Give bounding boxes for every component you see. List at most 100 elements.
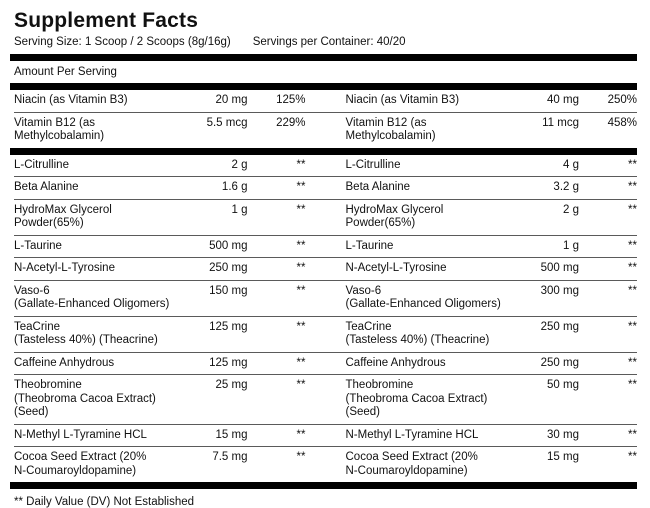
row-right-half: Theobromine (Theobroma Cacoa Extract) (Se… (346, 375, 638, 424)
table-row: Beta Alanine 1.6 g ** Beta Alanine 3.2 g… (14, 176, 637, 199)
thick-divider-bar-top (10, 54, 637, 61)
ingredient-name-line1: Niacin (as Vitamin B3) (345, 94, 460, 106)
ingredient-daily-value: ** (296, 262, 306, 274)
ingredient-name-line1: L-Taurine (345, 239, 394, 252)
servings-per-container-text: Servings per Container: 40/20 (252, 36, 406, 48)
ingredient-name: L-Citrulline (14, 159, 186, 173)
thick-divider-bar-middle (10, 147, 637, 155)
ingredient-name-line1: Cocoa Seed Extract (20% (14, 451, 147, 463)
vitamin-rows-group: Niacin (as Vitamin B3) 20 mg 125% Niacin… (14, 90, 637, 148)
ingredient-amount: 15 mg (215, 428, 248, 441)
ingredient-amount: 1 g (563, 239, 579, 252)
row-left-half: Vitamin B12 (as Methylcobalamin) 5.5 mcg… (14, 113, 306, 148)
ingredient-name: N-Methyl L-Tyramine HCL (346, 429, 518, 443)
row-left-half: Theobromine (Theobroma Cacoa Extract) (Se… (14, 375, 306, 424)
ingredient-name: Caffeine Anhydrous (346, 357, 518, 371)
ingredient-amount: 125 mg (209, 356, 248, 369)
serving-info: Serving Size: 1 Scoop / 2 Scoops (8g/16g… (14, 36, 637, 48)
ingredient-daily-value: 458% (607, 116, 637, 129)
ingredient-name-line1: HydroMax Glycerol Powder(65%) (345, 203, 444, 230)
ingredient-name-line1: Vitamin B12 (as Methylcobalamin) (345, 116, 436, 143)
row-right-half: L-Citrulline 4 g ** (346, 155, 638, 177)
ingredient-name: Cocoa Seed Extract (20% N-Coumaroyldopami… (14, 451, 186, 478)
row-right-half: L-Taurine 1 g ** (346, 236, 638, 258)
ingredient-name: HydroMax Glycerol Powder(65%) (346, 204, 518, 231)
ingredient-amount: 40 mg (547, 94, 579, 106)
page-title: Supplement Facts (14, 9, 199, 32)
ingredient-daily-value: ** (628, 379, 637, 391)
row-left-half: N-Methyl L-Tyramine HCL 15 mg ** (14, 425, 306, 447)
ingredient-daily-value: ** (296, 428, 306, 441)
ingredient-name-line1: TeaCrine (345, 320, 392, 333)
ingredient-name: N-Methyl L-Tyramine HCL (14, 429, 186, 443)
ingredient-name-line2: N-Coumaroyldopamine) (345, 464, 468, 477)
ingredient-daily-value: ** (628, 203, 637, 216)
ingredient-name-line1: Vaso-6 (14, 284, 50, 297)
row-right-half: N-Acetyl-L-Tyrosine 500 mg ** (346, 258, 638, 280)
ingredient-daily-value: ** (296, 203, 306, 216)
serving-size-text: Serving Size: 1 Scoop / 2 Scoops (8g/16g… (14, 36, 231, 48)
ingredient-name-line1: Vitamin B12 (as Methylcobalamin) (14, 116, 105, 143)
ingredient-name-line2: (Theobroma Cacoa Extract) (Seed) (345, 392, 488, 419)
row-right-half: Cocoa Seed Extract (20% N-Coumaroyldopami… (346, 447, 638, 482)
ingredient-name-line1: HydroMax Glycerol Powder(65%) (14, 203, 112, 230)
ingredient-daily-value: ** (628, 320, 637, 333)
table-row: Cocoa Seed Extract (20% N-Coumaroyldopami… (14, 446, 637, 482)
row-right-half: N-Methyl L-Tyramine HCL 30 mg ** (346, 425, 638, 447)
ingredient-name-line1: Theobromine (345, 379, 414, 391)
ingredient-daily-value: ** (296, 320, 306, 333)
row-left-half: N-Acetyl-L-Tyrosine 250 mg ** (14, 258, 306, 280)
daily-value-footnote: ** Daily Value (DV) Not Established (14, 496, 195, 508)
table-row: TeaCrine (Tasteless 40%) (Theacrine) 125 … (14, 315, 637, 352)
ingredient-daily-value: ** (296, 284, 306, 297)
ingredient-amount: 7.5 mg (212, 451, 248, 463)
ingredient-amount: 30 mg (547, 428, 579, 441)
ingredient-name: Beta Alanine (14, 181, 186, 195)
ingredient-amount: 25 mg (215, 379, 248, 391)
ingredient-daily-value: 125% (276, 94, 306, 106)
ingredient-name-line1: L-Citrulline (345, 158, 401, 171)
ingredient-amount: 50 mg (547, 379, 579, 391)
ingredient-amount: 11 mcg (542, 116, 579, 129)
ingredient-daily-value: ** (296, 239, 306, 252)
supplement-facts-label: Supplement Facts Serving Size: 1 Scoop /… (10, 9, 638, 508)
ingredient-amount: 250 mg (209, 262, 248, 274)
row-left-half: HydroMax Glycerol Powder(65%) 1 g ** (14, 200, 306, 235)
ingredient-amount: 3.2 g (553, 181, 579, 193)
ingredient-daily-value: ** (628, 428, 637, 441)
ingredient-name-line1: Beta Alanine (14, 181, 79, 193)
ingredient-amount: 4 g (563, 158, 579, 171)
ingredient-daily-value: ** (296, 451, 306, 463)
ingredient-daily-value: ** (628, 158, 637, 171)
ingredient-name: TeaCrine (Tasteless 40%) (Theacrine) (346, 321, 518, 348)
table-row: Niacin (as Vitamin B3) 20 mg 125% Niacin… (14, 90, 637, 112)
ingredient-amount: 5.5 mcg (206, 116, 248, 129)
row-right-half: Caffeine Anhydrous 250 mg ** (346, 353, 638, 375)
ingredient-amount: 125 mg (209, 320, 248, 333)
ingredient-amount: 250 mg (540, 320, 579, 333)
ingredient-name-line1: Niacin (as Vitamin B3) (14, 94, 128, 106)
amount-per-serving-label: Amount Per Serving (14, 66, 117, 78)
ingredient-name: Vaso-6 (Gallate-Enhanced Oligomers) (14, 285, 186, 312)
ingredient-name: HydroMax Glycerol Powder(65%) (14, 204, 186, 231)
ingredient-name-line1: Cocoa Seed Extract (20% (345, 451, 478, 463)
ingredient-name: Theobromine (Theobroma Cacoa Extract) (Se… (346, 379, 518, 420)
ingredient-daily-value: ** (628, 239, 637, 252)
ingredient-name-line1: N-Acetyl-L-Tyrosine (345, 262, 447, 274)
ingredient-daily-value: ** (628, 262, 637, 274)
row-left-half: Niacin (as Vitamin B3) 20 mg 125% (14, 90, 306, 112)
ingredient-name: Vaso-6 (Gallate-Enhanced Oligomers) (346, 285, 518, 312)
ingredient-name-line1: Vaso-6 (345, 284, 382, 297)
ingredient-name: N-Acetyl-L-Tyrosine (346, 262, 518, 276)
ingredient-name: Theobromine (Theobroma Cacoa Extract) (Se… (14, 379, 186, 420)
table-row: Vitamin B12 (as Methylcobalamin) 5.5 mcg… (14, 111, 637, 148)
ingredient-name: Niacin (as Vitamin B3) (14, 94, 186, 108)
ingredient-amount: 2 g (231, 158, 248, 171)
ingredient-name: L-Citrulline (346, 159, 518, 173)
ingredient-name-line1: TeaCrine (14, 320, 61, 333)
table-row: L-Citrulline 2 g ** L-Citrulline 4 g ** (14, 155, 637, 177)
row-right-half: Beta Alanine 3.2 g ** (346, 177, 638, 199)
ingredient-name: TeaCrine (Tasteless 40%) (Theacrine) (14, 321, 186, 348)
ingredient-daily-value: ** (296, 181, 306, 193)
ingredient-name-line1: N-Methyl L-Tyramine HCL (14, 428, 147, 441)
